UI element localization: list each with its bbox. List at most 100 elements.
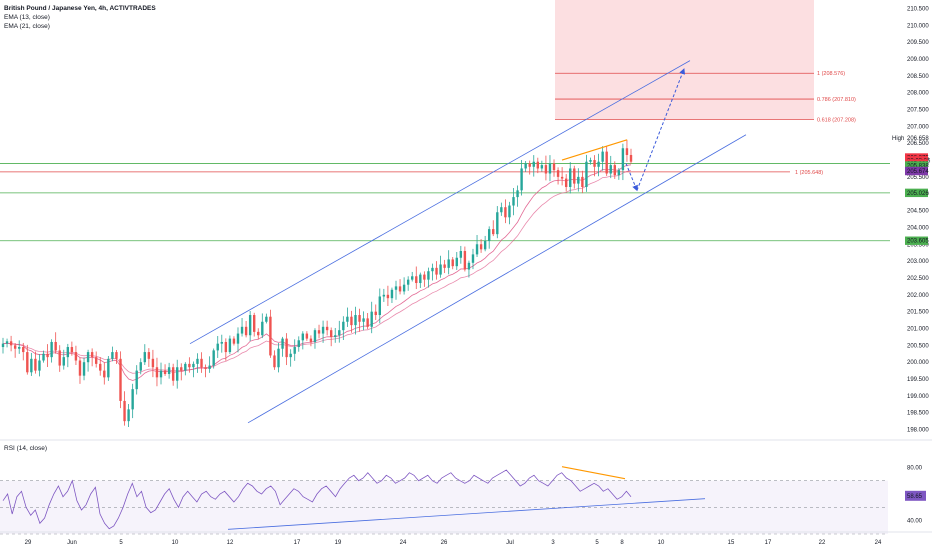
channel-lower-line (247, 134, 747, 424)
price-tick-label: 199.500 (907, 377, 929, 383)
candle-body (520, 168, 523, 191)
candle-body (423, 274, 426, 280)
time-tick-label: 19 (335, 540, 342, 546)
price-tick-label: 204.500 (907, 209, 929, 215)
price-label-badge (905, 188, 928, 198)
symbol-title: British Pound / Japanese Yen, 4h, ACTIVT… (4, 5, 156, 12)
price-label-badge (905, 161, 928, 170)
candle-body (123, 400, 126, 422)
candle-body (86, 352, 90, 363)
price-tick-label: 205.500 (907, 175, 929, 181)
fib-zone-rect (555, 0, 814, 120)
candle-body (232, 338, 236, 344)
candle-body (253, 315, 256, 332)
candle-body (492, 229, 495, 235)
candle-body (30, 358, 33, 373)
channel-upper-line (189, 60, 691, 345)
candle-body (313, 330, 317, 342)
time-tick-label: 26 (441, 540, 448, 546)
price-tick-label: 209.500 (907, 40, 929, 46)
rsi-legend[interactable]: RSI (14, close) (4, 445, 47, 452)
candle-body (625, 148, 629, 155)
price-labels: High206.658206.07503:03:06205.896205.838… (892, 136, 931, 245)
candle-body (305, 333, 309, 339)
time-tick-label: 5 (595, 540, 599, 546)
time-tick-label: 5 (119, 540, 123, 546)
candle-body (248, 315, 252, 336)
candle-body (196, 358, 199, 364)
candle-body (208, 365, 211, 369)
candle-body (475, 244, 479, 255)
price-tick-label: 201.000 (907, 327, 929, 333)
price-axis: 210.500 210.000 209.500 209.000 208.500 208.0… (905, 6, 929, 525)
chart-legend: British Pound / Japanese Yen, 4h, ACTIVT… (4, 4, 156, 31)
candle-body (301, 333, 305, 341)
candle-body (261, 321, 264, 336)
fib-level-label: 0.786 (207.810) (817, 97, 856, 103)
candle-body (597, 161, 600, 167)
candle-body (34, 358, 37, 371)
horizontal-levels (0, 163, 890, 242)
candle-body (346, 316, 349, 322)
candle-body (451, 259, 454, 267)
candle-body (605, 151, 608, 174)
rsi-tick-label: 80.00 (907, 465, 923, 471)
price-tick-label: 202.500 (907, 276, 929, 282)
candle-body (585, 161, 588, 187)
price-tick-label: 198.500 (907, 411, 929, 417)
candle-body (167, 367, 171, 374)
ema13-legend[interactable]: EMA (13, close) (4, 14, 50, 21)
candle-body (184, 363, 187, 371)
rsi-line (2, 469, 632, 530)
time-tick-label: 8 (620, 540, 624, 546)
candle-body (569, 168, 572, 187)
time-tick-label: 3 (551, 540, 555, 546)
candle-body (70, 347, 74, 353)
candle-body (54, 341, 57, 351)
candle-body (82, 362, 86, 376)
rsi-pane (0, 439, 932, 535)
candle-body (155, 367, 159, 378)
candle-body (180, 367, 183, 371)
candle-body (629, 154, 633, 162)
candle-body (366, 318, 369, 327)
candle-body (374, 311, 377, 316)
candle-body (334, 335, 337, 337)
candle-body (390, 289, 394, 299)
candle-body (62, 357, 65, 366)
candle-body (99, 363, 102, 371)
candle-body (358, 315, 361, 322)
candle-body (240, 326, 244, 334)
ema-lines (2, 164, 632, 381)
candle-body (321, 326, 325, 334)
price-label-text: 205.674 (907, 169, 929, 175)
price-tick-label: 207.500 (907, 108, 929, 114)
candle-body (103, 370, 106, 378)
candle-body (325, 326, 329, 331)
candle-body (236, 333, 240, 344)
candle-body (617, 170, 621, 176)
candle-body (593, 160, 596, 167)
fib-level-label: 1 (208.576) (817, 71, 845, 77)
fib-level-label: 1 (205.648) (795, 170, 823, 176)
ascending-channel (189, 60, 747, 424)
candle-body (394, 286, 398, 290)
candle-body (127, 409, 130, 422)
candle-body (532, 161, 535, 167)
projection-arrow-up (636, 68, 685, 191)
candle-body (552, 163, 556, 171)
time-tick-label: 24 (875, 540, 882, 546)
candle-body (528, 163, 531, 167)
candle-body (220, 341, 223, 344)
candle-body (293, 347, 296, 354)
candle-body (540, 165, 544, 169)
candle-body (471, 254, 475, 263)
ema21-legend[interactable]: EMA (21, close) (4, 23, 50, 30)
candle-body (139, 362, 142, 371)
candle-body (447, 259, 450, 268)
rsi-value-label: 58.65 (907, 494, 923, 500)
candle-body (38, 360, 41, 371)
projection-arrow-down (625, 163, 638, 192)
candle-body (427, 271, 430, 280)
